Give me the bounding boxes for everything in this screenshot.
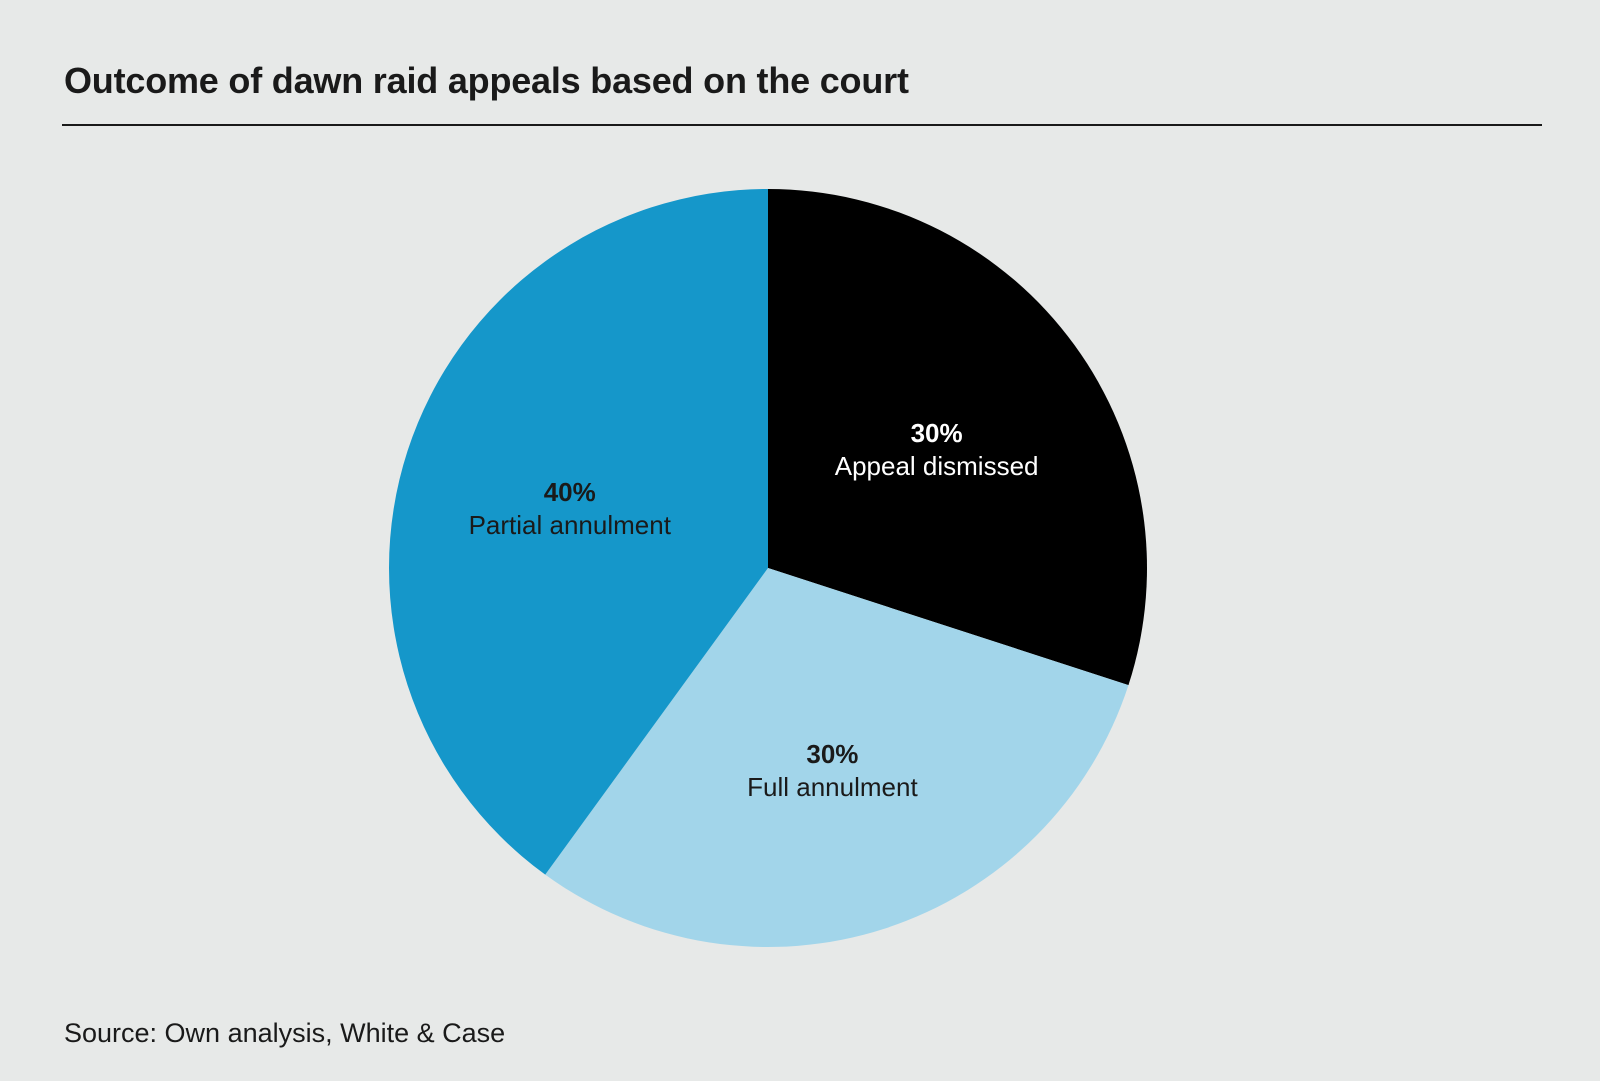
pie-slice-appeal-dismissed <box>768 189 1147 686</box>
slice-category-label: Full annulment <box>747 772 918 803</box>
pie-slice-partial-annulment <box>389 189 768 875</box>
title-divider <box>62 124 1542 126</box>
slice-value-label: 30% <box>806 739 859 770</box>
slice-label: 40% Partial annulment <box>469 476 671 542</box>
slice-label: 30% Full annulment <box>747 738 918 804</box>
slice-value-label: 40% <box>543 476 596 507</box>
slice-label: 30% Appeal dismissed <box>835 417 1039 483</box>
slice-value-label: 30% <box>910 418 963 449</box>
pie-slice-full-annulment <box>545 568 1129 947</box>
slice-category-label: Partial annulment <box>468 509 671 540</box>
chart-source: Source: Own analysis, White & Case <box>64 1018 506 1048</box>
slice-category-label: Appeal dismissed <box>834 451 1039 482</box>
chart-title: Outcome of dawn raid appeals based on th… <box>64 60 909 101</box>
